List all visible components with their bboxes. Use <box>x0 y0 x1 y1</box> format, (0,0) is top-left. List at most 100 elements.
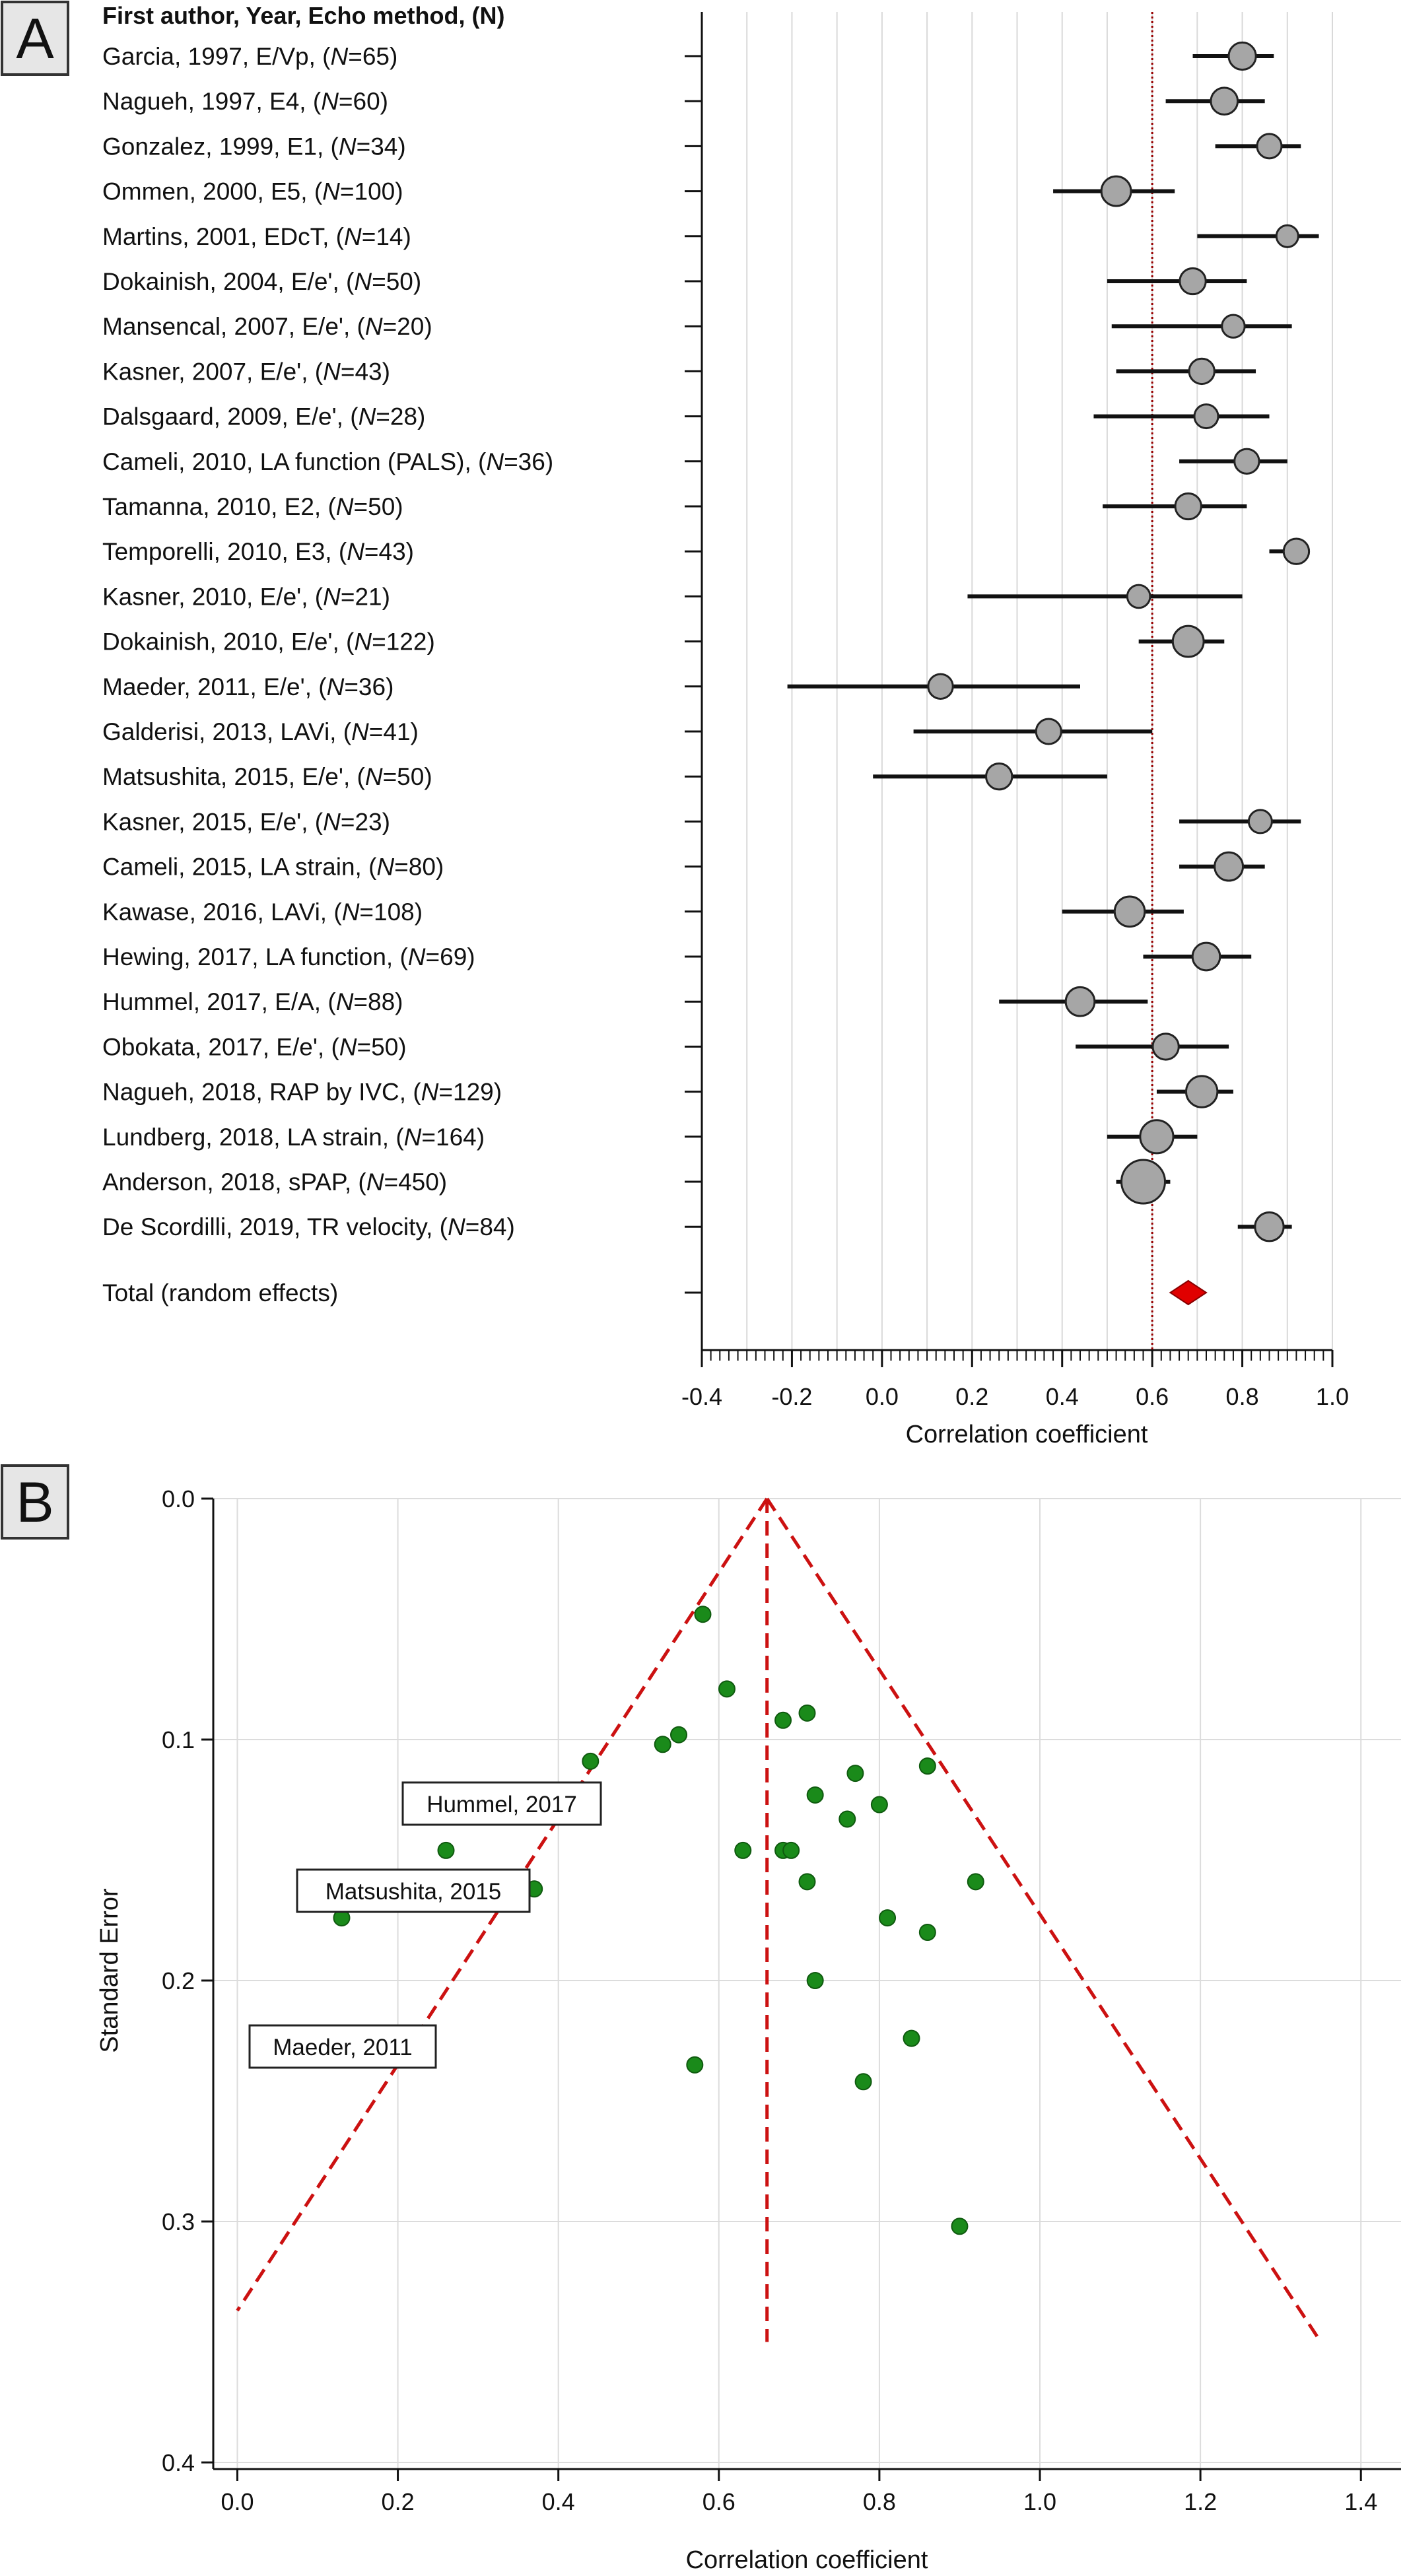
study-marker <box>1100 175 1132 207</box>
funnel-point <box>782 1841 800 1859</box>
funnel-point <box>437 1841 455 1859</box>
study-label: Kawase, 2016, LAVi, (N=108) <box>102 898 423 926</box>
funnel-point <box>718 1680 736 1698</box>
funnel-point <box>654 1736 671 1753</box>
funnel-point <box>839 1810 856 1828</box>
funnel-point <box>879 1909 897 1927</box>
study-label: Mansencal, 2007, E/e', (N=20) <box>102 313 432 340</box>
panel-a-label: A <box>1 1 69 76</box>
panel-b-label: B <box>1 1464 69 1540</box>
study-marker <box>1254 1211 1285 1242</box>
funnel-point <box>694 1606 712 1623</box>
forest-x-tick-label: 0.6 <box>1136 1383 1169 1410</box>
total-label: Total (random effects) <box>102 1279 338 1306</box>
funnel-x-tick-label: 0.8 <box>863 2488 896 2515</box>
study-label: Dokainish, 2010, E/e', (N=122) <box>102 628 435 656</box>
study-label: Hummel, 2017, E/A, (N=88) <box>102 988 403 1015</box>
study-marker <box>1139 1119 1175 1155</box>
study-label: Dokainish, 2004, E/e', (N=50) <box>102 268 421 295</box>
study-marker <box>1113 895 1146 928</box>
funnel-point <box>798 1873 816 1891</box>
funnel-y-tick-label: 0.0 <box>162 1485 195 1512</box>
study-label: Dalsgaard, 2009, E/e', (N=28) <box>102 403 425 430</box>
funnel-point <box>951 2218 969 2235</box>
funnel-x-axis-label: Correlation coefficient <box>686 2546 928 2573</box>
funnel-x-tick-label: 1.0 <box>1023 2488 1056 2515</box>
funnel-point <box>903 2029 920 2047</box>
funnel-points <box>333 1606 984 2235</box>
annotation-box <box>401 1781 602 1826</box>
funnel-point <box>918 1924 936 1941</box>
funnel-x-tick-label: 1.2 <box>1184 2488 1217 2515</box>
total-diamond <box>1169 1279 1208 1306</box>
funnel-x-tick-label: 1.4 <box>1344 2488 1377 2515</box>
forest-grid <box>701 12 1333 1350</box>
study-label: Hewing, 2017, LA function, (N=69) <box>102 943 475 970</box>
funnel-point <box>846 1765 864 1782</box>
funnel-annotation: Maeder, 2011 <box>248 2024 437 2069</box>
study-marker <box>1174 492 1202 521</box>
forest-x-tick-label: 0.4 <box>1046 1383 1079 1410</box>
study-label: Tamanna, 2010, E2, (N=50) <box>102 493 403 520</box>
funnel-point <box>582 1752 600 1770</box>
funnel-x-tick-label: 0.2 <box>382 2488 415 2515</box>
study-marker <box>1171 625 1205 658</box>
funnel-point <box>854 2073 872 2091</box>
funnel-x-tick-label: 0.4 <box>542 2488 575 2515</box>
funnel-y-tick-label: 0.1 <box>162 1726 195 1753</box>
funnel-point <box>686 2056 704 2074</box>
annotation-label: Hummel, 2017 <box>427 1792 577 1817</box>
study-marker <box>1126 584 1151 609</box>
study-label: De Scordilli, 2019, TR velocity, (N=84) <box>102 1213 515 1240</box>
study-label: Anderson, 2018, sPAP, (N=450) <box>102 1169 447 1196</box>
forest-x-tick-label: 0.8 <box>1226 1383 1259 1410</box>
study-label: Cameli, 2010, LA function (PALS), (N=36) <box>102 448 553 475</box>
funnel-annotations: Hummel, 2017 Matsushita, 2015 Maeder, 2011 <box>248 1781 602 2069</box>
forest-x-tick-label: -0.4 <box>681 1383 722 1410</box>
study-marker <box>1191 941 1221 972</box>
study-marker <box>1233 448 1260 475</box>
study-marker <box>1221 314 1246 339</box>
funnel-annotation: Hummel, 2017 <box>401 1781 602 1826</box>
annotation-box <box>296 1868 531 1913</box>
funnel-point <box>798 1704 816 1722</box>
study-marker <box>985 763 1013 791</box>
study-marker <box>1188 357 1216 386</box>
study-marker <box>1179 267 1207 296</box>
forest-axes: -0.4 -0.2 0.0 0.2 0.4 0.6 0.8 1.0 <box>681 12 1349 1410</box>
funnel-x-tick-label: 0.6 <box>702 2488 736 2515</box>
study-marker <box>1275 224 1299 248</box>
funnel-point <box>806 1786 824 1804</box>
study-label: Gonzalez, 1999, E1, (N=34) <box>102 133 406 160</box>
funnel-point <box>870 1796 888 1813</box>
panel-a-letter: A <box>16 7 54 71</box>
study-label: Temporelli, 2010, E3, (N=43) <box>102 538 414 565</box>
forest-x-tick-label: -0.2 <box>771 1383 812 1410</box>
forest-x-tick-label: 0.2 <box>955 1383 988 1410</box>
funnel-axes: 0.0 0.2 0.4 0.6 0.8 1.0 1.2 1.4 0.0 0.1 0.2 0.3 0.4 <box>162 1485 1401 2515</box>
study-label: Obokata, 2017, E/e', (N=50) <box>102 1033 407 1060</box>
funnel-y-tick-label: 0.3 <box>162 2208 195 2235</box>
funnel-point <box>774 1711 792 1729</box>
funnel-y-axis-label: Standard Error <box>96 1888 123 2053</box>
forest-x-tick-label: 1.0 <box>1316 1383 1349 1410</box>
study-marker <box>1184 1075 1219 1108</box>
study-label: Ommen, 2000, E5, (N=100) <box>102 178 403 205</box>
funnel-point <box>670 1726 688 1744</box>
forest-x-axis-label: Correlation coefficient <box>906 1421 1148 1448</box>
funnel-grid <box>213 1498 1401 2469</box>
annotation-label: Maeder, 2011 <box>273 2035 412 2060</box>
forest-header: First author, Year, Echo method, (N) <box>102 2 504 29</box>
study-marker <box>1035 718 1062 745</box>
funnel-point <box>734 1841 752 1859</box>
funnel-lines <box>236 1497 1322 2343</box>
forest-x-tick-label: 0.0 <box>866 1383 899 1410</box>
study-marker <box>1151 1033 1180 1061</box>
study-marker <box>1227 41 1257 71</box>
funnel-x-tick-label: 0.0 <box>221 2488 254 2515</box>
study-marker <box>1214 851 1245 882</box>
funnel-point <box>967 1873 984 1891</box>
study-marker <box>1064 986 1096 1017</box>
